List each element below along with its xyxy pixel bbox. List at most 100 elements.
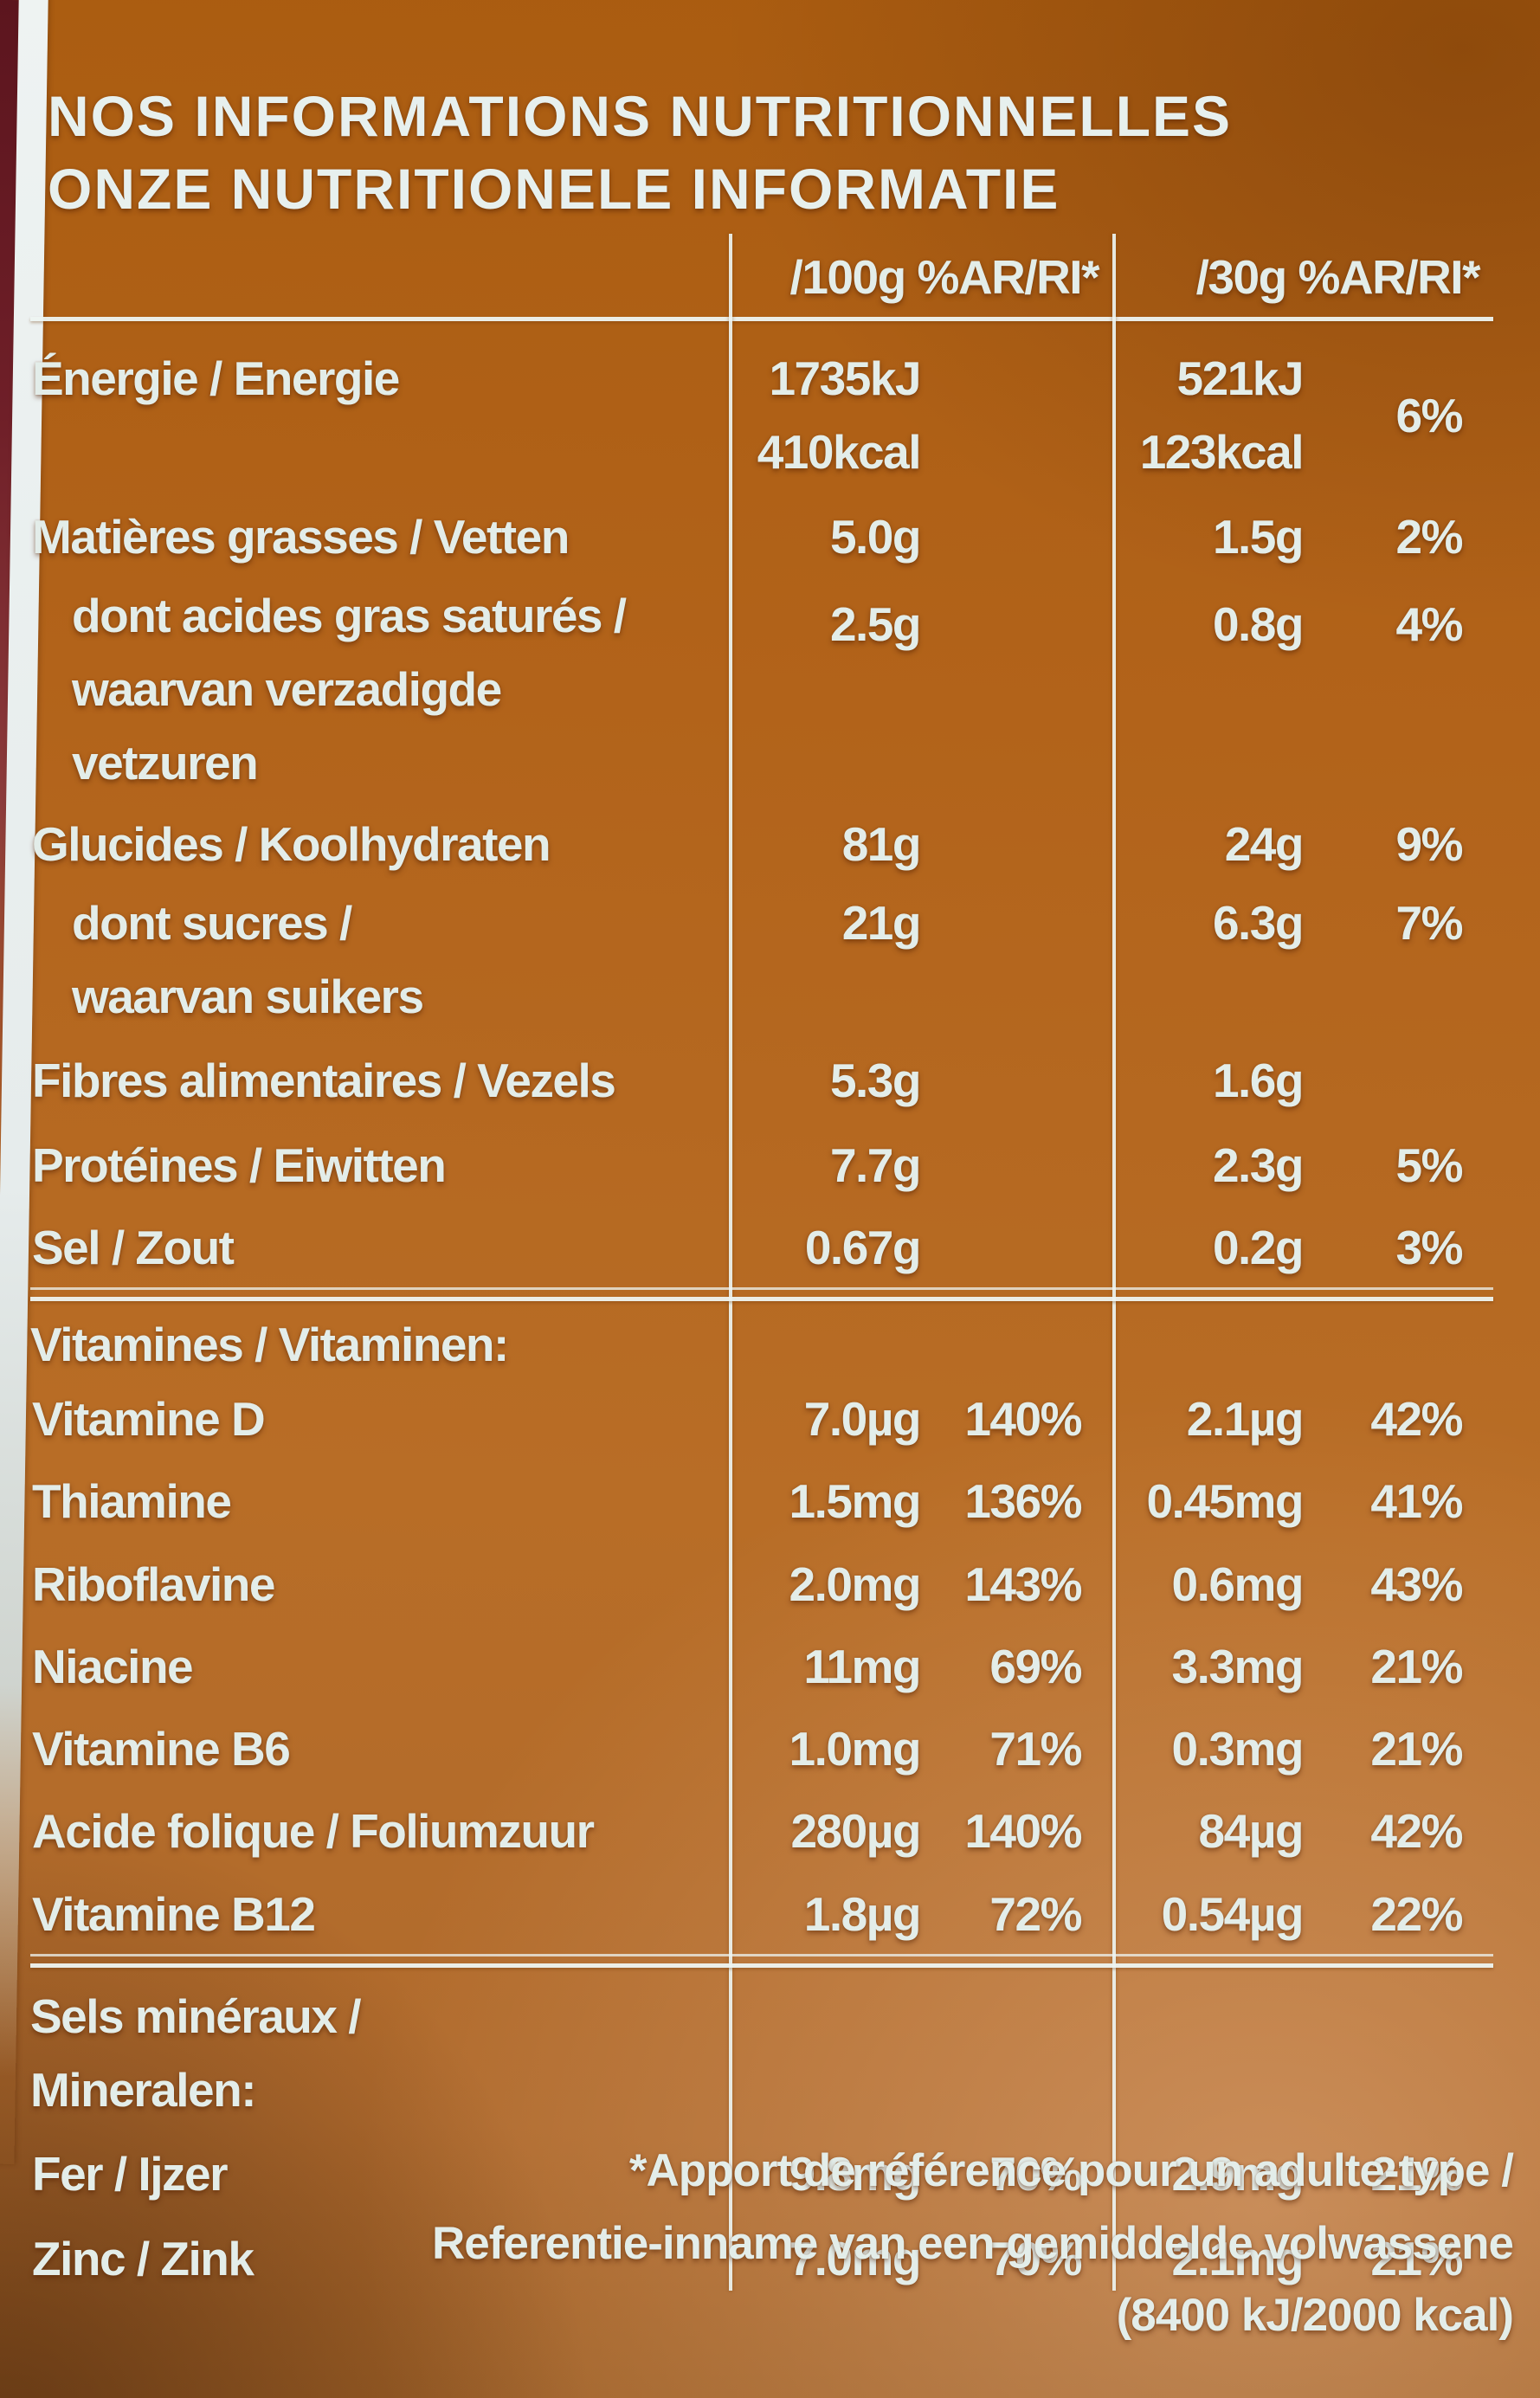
row-value-30g: 521kJ 123kcal: [1139, 351, 1305, 480]
column-header-row: /100g %AR/RI* /30g %AR/RI*: [30, 223, 1493, 317]
row-value-30g: 0.8g: [1212, 596, 1305, 651]
row-pct-100g: 71%: [989, 1722, 1082, 1776]
row-value-100g: 11mg: [803, 1639, 921, 1693]
row-pct-100g: 69%: [989, 1639, 1082, 1693]
row-value-30g: 2.1µg: [1186, 1392, 1305, 1446]
row-pct-30g: 42%: [1370, 1804, 1463, 1859]
table-row-salt: Sel / Zout 0.67g 0.2g 3%: [30, 1202, 1493, 1285]
table-row-thiamine: Thiamine 1.5mg 136% 0.45mg 41%: [30, 1456, 1493, 1538]
row-pct-30g: 2%: [1395, 509, 1464, 564]
row-value-30g: 84µg: [1198, 1804, 1305, 1859]
row-value-30g: 0.2g: [1212, 1220, 1305, 1274]
row-pct-100g: 143%: [964, 1557, 1082, 1611]
column-divider-2: [1112, 234, 1116, 2291]
row-pct-30g: 42%: [1370, 1392, 1463, 1446]
row-label: Acide folique / Foliumzuur: [32, 1804, 595, 1859]
row-value-100g: 2.0mg: [789, 1557, 922, 1611]
row-pct-30g: 21%: [1370, 2231, 1463, 2285]
row-label: Vitamine D: [32, 1392, 266, 1446]
footnote-line-kj: (8400 kJ/2000 kcal): [1116, 2290, 1514, 2342]
row-value-100g: 1735kJ 410kcal: [757, 351, 922, 480]
row-value-30g: 6.3g: [1212, 895, 1305, 950]
table-row-vitamin-d: Vitamine D 7.0µg 140% 2.1µg 42%: [30, 1374, 1493, 1456]
title-line-fr: NOS INFORMATIONS NUTRITIONNELLES: [48, 84, 1233, 148]
footnote-line-fr: *Apport de référence pour un adulte-type…: [628, 2145, 1514, 2196]
table-row-fibre: Fibres alimentaires / Vezels 5.3g 1.6g: [30, 1034, 1493, 1118]
row-pct-30g: 22%: [1370, 1886, 1463, 1941]
row-pct-30g: 3%: [1395, 1220, 1464, 1274]
column-divider-1: [729, 234, 732, 2291]
minerals-section-header: Sels minéraux / Mineralen:: [30, 1989, 362, 2117]
row-label: Niacine: [32, 1639, 194, 1693]
row-pct-30g: 9%: [1395, 816, 1464, 871]
row-value-100g: 5.0g: [829, 509, 922, 564]
row-label: dont sucres / waarvan suikers: [72, 895, 424, 1023]
row-pct-30g: 4%: [1395, 596, 1464, 651]
table-row-sugars: dont sucres / waarvan suikers 21g 6.3g 7…: [30, 881, 1493, 1035]
row-value-100g: 1.0mg: [789, 1722, 922, 1776]
row-value-100g: 1.5mg: [789, 1474, 922, 1529]
row-pct-30g: 43%: [1370, 1557, 1463, 1611]
table-row-protein: Protéines / Eiwitten 7.7g 2.3g 5%: [30, 1118, 1493, 1202]
row-pct-30g: 5%: [1395, 1138, 1464, 1192]
table-row-vitamin-b6: Vitamine B6 1.0mg 71% 0.3mg 21%: [30, 1704, 1493, 1786]
row-label: Matières grasses / Vetten: [32, 509, 570, 564]
row-value-100g: 280µg: [790, 1804, 921, 1859]
row-pct-30g: 41%: [1370, 1474, 1463, 1529]
row-pct-30g: 21%: [1370, 1722, 1463, 1776]
table-row-energy: Énergie / Energie 1735kJ 410kcal 521kJ 1…: [30, 321, 1493, 490]
nutrition-table: /100g %AR/RI* /30g %AR/RI* Énergie / Ene…: [30, 223, 1493, 2296]
row-pct-30g: 21%: [1370, 2147, 1463, 2201]
row-value-30g: 24g: [1224, 816, 1305, 871]
col-header-30g: /30g %AR/RI*: [1195, 250, 1481, 304]
row-value-100g: 81g: [841, 816, 922, 871]
table-row-folic-acid: Acide folique / Foliumzuur 280µg 140% 84…: [30, 1786, 1493, 1868]
table-row-carbohydrates: Glucides / Koolhydraten 81g 24g 9%: [30, 801, 1493, 881]
row-value-100g: 1.8µg: [803, 1886, 922, 1941]
row-label: dont acides gras saturés / waarvan verza…: [72, 588, 627, 790]
row-value-30g: 0.45mg: [1146, 1474, 1304, 1529]
row-label: Protéines / Eiwitten: [32, 1138, 447, 1192]
header-rule: [30, 317, 1493, 321]
col-header-100g: /100g %AR/RI*: [789, 250, 1100, 304]
table-row-niacin: Niacine 11mg 69% 3.3mg 21%: [30, 1621, 1493, 1704]
reference-intake-footnote: *Apport de référence pour un adulte-type…: [0, 2135, 1514, 2352]
row-pct-100g: 70%: [989, 2147, 1082, 2201]
table-row-riboflavin: Riboflavine 2.0mg 143% 0.6mg 43%: [30, 1539, 1493, 1621]
row-value-30g: 1.5g: [1212, 509, 1305, 564]
row-label: Énergie / Energie: [32, 351, 400, 405]
row-label: Sel / Zout: [32, 1220, 235, 1274]
row-value-30g: 0.3mg: [1171, 1722, 1305, 1776]
row-value-30g: 2.3g: [1212, 1138, 1305, 1192]
row-value-100g: 5.3g: [829, 1054, 922, 1108]
row-label: Riboflavine: [32, 1557, 275, 1611]
row-value-100g: 0.67g: [804, 1220, 922, 1274]
vitamins-section-rule: [30, 1287, 1493, 1301]
row-value-30g: 0.54µg: [1161, 1886, 1305, 1941]
row-pct-100g: 136%: [964, 1474, 1082, 1529]
row-pct-100g: 70%: [989, 2231, 1082, 2285]
vitamins-section-header: Vitamines / Vitaminen:: [30, 1318, 509, 1371]
title-line-nl: ONZE NUTRITIONELE INFORMATIE: [48, 157, 1060, 222]
row-value-30g: 3.3mg: [1171, 1639, 1305, 1693]
row-value-30g: 1.6g: [1212, 1054, 1305, 1108]
row-value-100g: 9.8mg: [789, 2147, 922, 2201]
panel-title: NOS INFORMATIONS NUTRITIONNELLES ONZE NU…: [48, 80, 1232, 226]
row-value-30g: 2.9mg: [1171, 2147, 1305, 2201]
table-row-zinc: Zinc / Zink 7.0mg 70% 2.1mg 21%: [30, 2212, 1493, 2296]
row-value-100g: 21g: [841, 895, 922, 950]
row-pct-100g: 72%: [989, 1886, 1082, 1941]
row-label: Thiamine: [32, 1474, 232, 1529]
row-value-100g: 2.5g: [829, 596, 922, 651]
row-label: Fibres alimentaires / Vezels: [32, 1054, 616, 1108]
row-label: Glucides / Koolhydraten: [32, 816, 551, 871]
row-pct-30g: 6%: [1395, 388, 1464, 442]
row-pct-30g: 7%: [1395, 895, 1464, 950]
table-row-saturated-fat: dont acides gras saturés / waarvan verza…: [30, 574, 1493, 801]
row-value-100g: 7.0mg: [789, 2231, 922, 2285]
footnote-line-nl: Referentie-inname van een gemiddelde vol…: [431, 2217, 1514, 2269]
row-value-30g: 0.6mg: [1171, 1557, 1305, 1611]
row-label: Vitamine B6: [32, 1722, 291, 1776]
row-pct-100g: 140%: [964, 1392, 1082, 1446]
